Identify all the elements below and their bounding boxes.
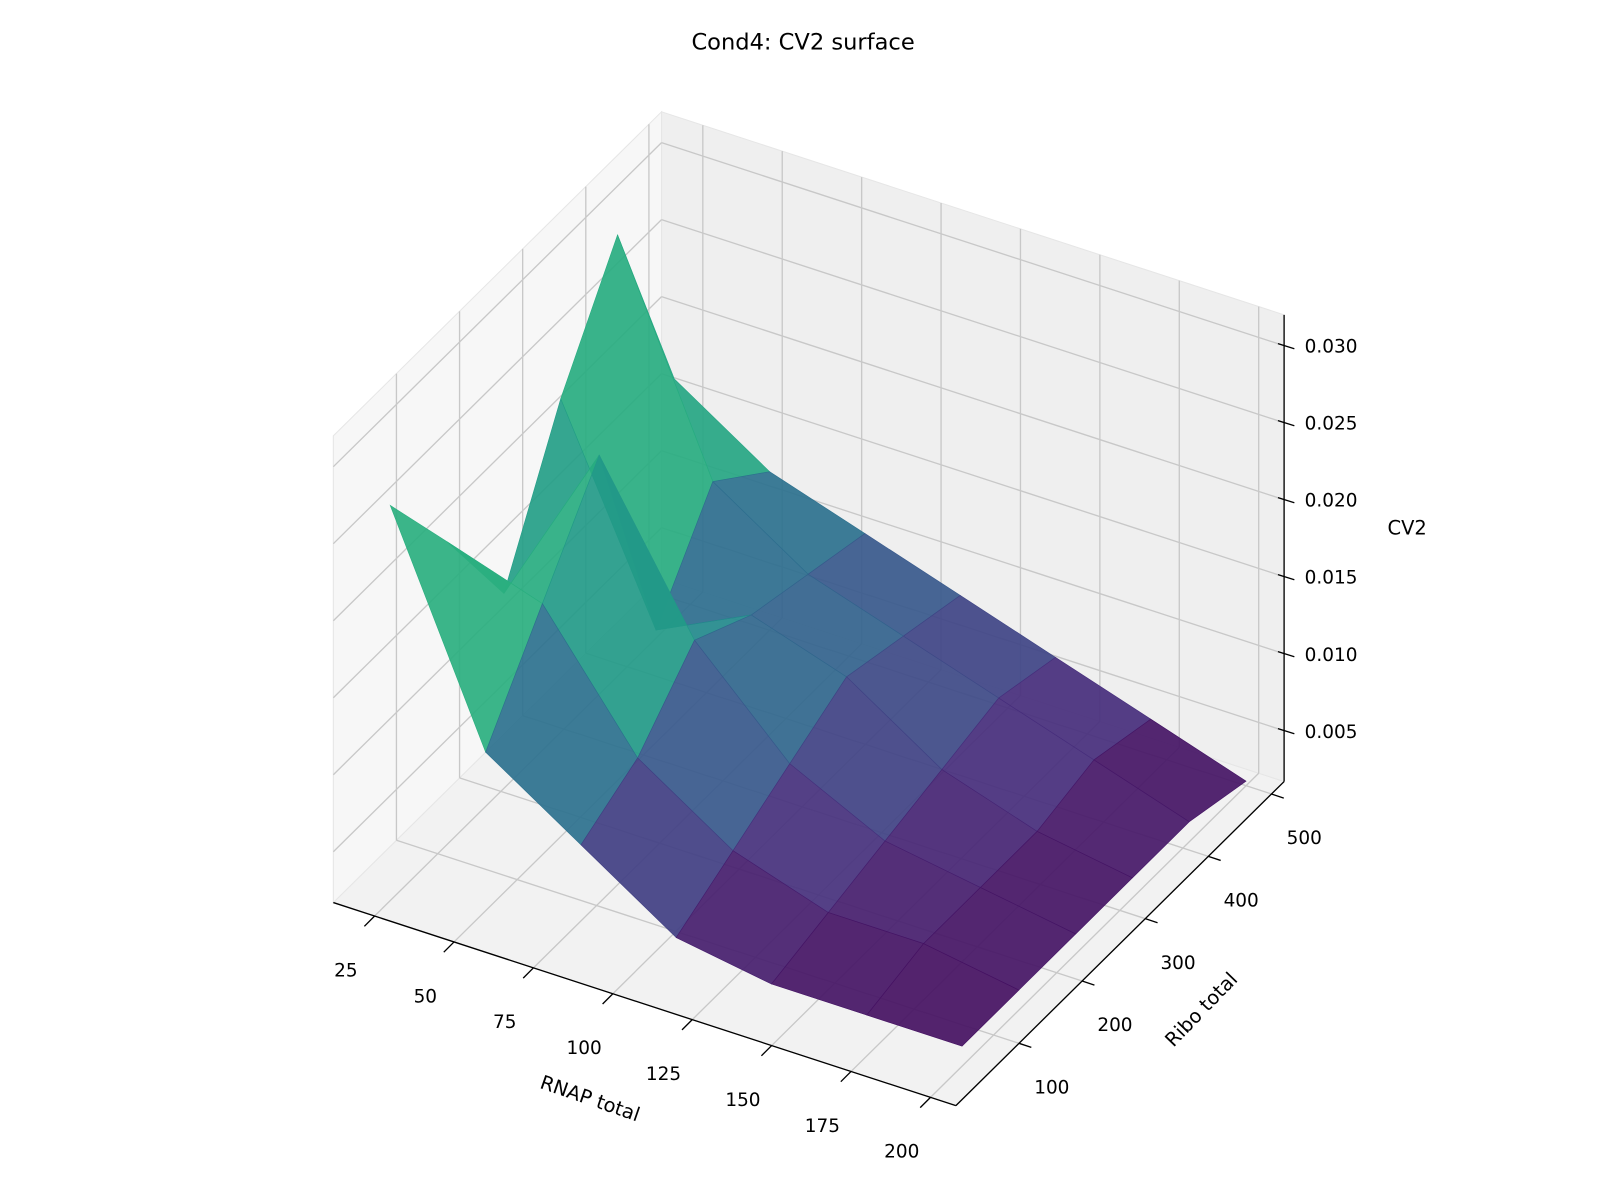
y-tick: [1271, 793, 1284, 799]
x-axis: [333, 901, 957, 1107]
axes: 25 50 75 100 125 150 175 200 100 200 300 400 500 0.00…: [333, 314, 1358, 1163]
z-tick-label: 0.030: [1305, 337, 1358, 358]
y-tick: [1208, 855, 1221, 862]
x-tick: [681, 1019, 693, 1031]
x-tick: [363, 915, 376, 927]
z-tick-label: 0.020: [1305, 491, 1358, 512]
y-tick-label: 100: [1034, 1077, 1069, 1098]
x-tick-label: 175: [805, 1116, 840, 1137]
z-tick: [1277, 574, 1295, 581]
y-tick-label: 300: [1160, 953, 1195, 974]
x-tick-label: 150: [725, 1090, 760, 1111]
x-tick-label: 50: [414, 986, 437, 1007]
z-tick: [1277, 419, 1295, 427]
y-tick-label: 200: [1097, 1015, 1132, 1036]
x-tick: [602, 993, 614, 1005]
z-tick-label: 0.010: [1305, 645, 1358, 666]
y-tick-label: 400: [1224, 890, 1259, 911]
x-tick: [919, 1096, 931, 1109]
y-tick: [1018, 1042, 1032, 1049]
grid-line: [661, 372, 1285, 578]
z-tick: [1277, 342, 1295, 350]
grid-line: [661, 218, 1285, 424]
x-tick: [443, 941, 455, 953]
grid-line: [661, 141, 1285, 347]
z-tick-label: 0.025: [1305, 414, 1358, 435]
x-tick-label: 125: [646, 1064, 681, 1085]
surface-face: [866, 943, 1020, 1047]
y-tick: [1081, 980, 1095, 986]
z-tick-label: 0.015: [1305, 568, 1358, 589]
x-tick-label: 25: [334, 960, 357, 981]
x-tick: [760, 1045, 773, 1057]
grid-line: [930, 772, 1260, 1098]
y-axis: [955, 781, 1285, 1107]
x-tick: [522, 967, 534, 979]
x-tick-label: 75: [493, 1012, 516, 1033]
grid-line: [661, 295, 1285, 501]
x-tick-label: 100: [567, 1038, 602, 1059]
chart-title: Cond4: CV2 surface: [691, 30, 914, 56]
z-tick: [1277, 497, 1295, 504]
grid-line: [332, 142, 663, 468]
z-tick: [1277, 728, 1295, 735]
z-tick-label: 0.005: [1305, 722, 1358, 743]
z-tick: [1277, 651, 1295, 658]
z-axis-label: CV2: [1388, 517, 1427, 540]
x-tick-label: 200: [884, 1142, 919, 1163]
surface: [389, 233, 1247, 1047]
y-tick-label: 500: [1287, 828, 1322, 849]
y-tick: [1145, 918, 1158, 924]
x-tick: [840, 1070, 852, 1083]
